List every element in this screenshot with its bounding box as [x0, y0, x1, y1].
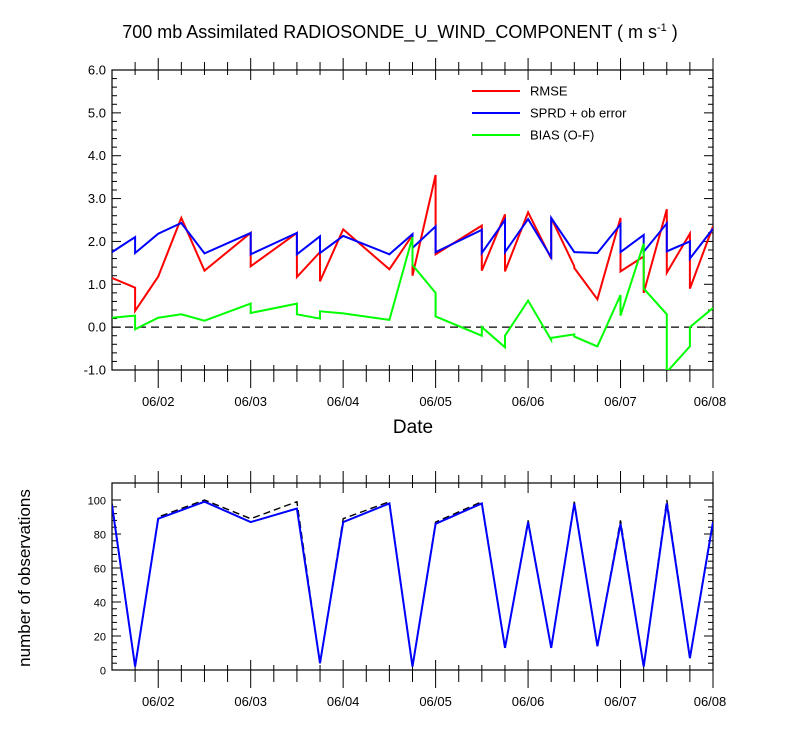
bottom-y-tick-label: 80	[94, 530, 106, 542]
bottom-y-tick-label: 20	[94, 632, 106, 644]
bottom-x-tick-label: 06/03	[234, 694, 267, 709]
bottom-x-tick-label: 06/02	[142, 694, 175, 709]
top-y-tick-label: 5.0	[88, 105, 106, 120]
bottom-x-tick-label: 06/04	[327, 694, 360, 709]
top-series-line-bias-o-f	[112, 236, 713, 370]
top-y-tick-label: 2.0	[88, 234, 106, 249]
bottom-x-tick-label: 06/05	[419, 694, 452, 709]
bottom-x-tick-label: 06/08	[694, 694, 727, 709]
top-y-tick-label: 3.0	[88, 191, 106, 206]
bottom-plot-frame	[111, 482, 714, 671]
chart-title-main: 700 mb Assimilated RADIOSONDE_U_WIND_COM…	[122, 22, 657, 42]
top-series-line-sprd-ob-error	[112, 214, 713, 262]
chart-title-tail: )	[666, 22, 678, 42]
bottom-y-tick-label: 40	[94, 598, 106, 610]
legend-label-rmse: RMSE	[530, 84, 568, 99]
chart-title: 700 mb Assimilated RADIOSONDE_U_WIND_COM…	[0, 22, 800, 43]
bottom-series-line-series-0	[112, 499, 713, 667]
top-x-tick-label: 06/07	[604, 394, 637, 409]
top-x-tick-label: 06/02	[142, 394, 175, 409]
top-y-tick-label: 1.0	[88, 277, 106, 292]
bottom-x-tick-label: 06/07	[604, 694, 637, 709]
bottom-series-line-series-1	[112, 500, 713, 667]
chart-title-sup: -1	[657, 22, 667, 34]
legend-label-bias-o-f: BIAS (O-F)	[530, 128, 594, 143]
top-y-tick-label: 4.0	[88, 148, 106, 163]
bottom-y-tick-label: 0	[100, 666, 106, 678]
bottom-y-tick-label: 100	[88, 496, 106, 508]
top-y-tick-label: 0.0	[88, 320, 106, 335]
top-x-tick-label: 06/04	[327, 394, 360, 409]
top-x-tick-label: 06/08	[694, 394, 727, 409]
top-x-tick-label: 06/03	[234, 394, 267, 409]
top-y-tick-label: 6.0	[88, 63, 106, 78]
bottom-x-tick-label: 06/06	[512, 694, 545, 709]
top-x-tick-label: 06/05	[419, 394, 452, 409]
top-x-tick-label: 06/06	[512, 394, 545, 409]
top-y-tick-label: -1.0	[84, 363, 106, 378]
bottom-y-tick-label: 60	[94, 564, 106, 576]
top-chart-x-axis-label: Date	[392, 417, 434, 438]
legend-label-sprd-ob-error: SPRD + ob error	[530, 106, 627, 121]
